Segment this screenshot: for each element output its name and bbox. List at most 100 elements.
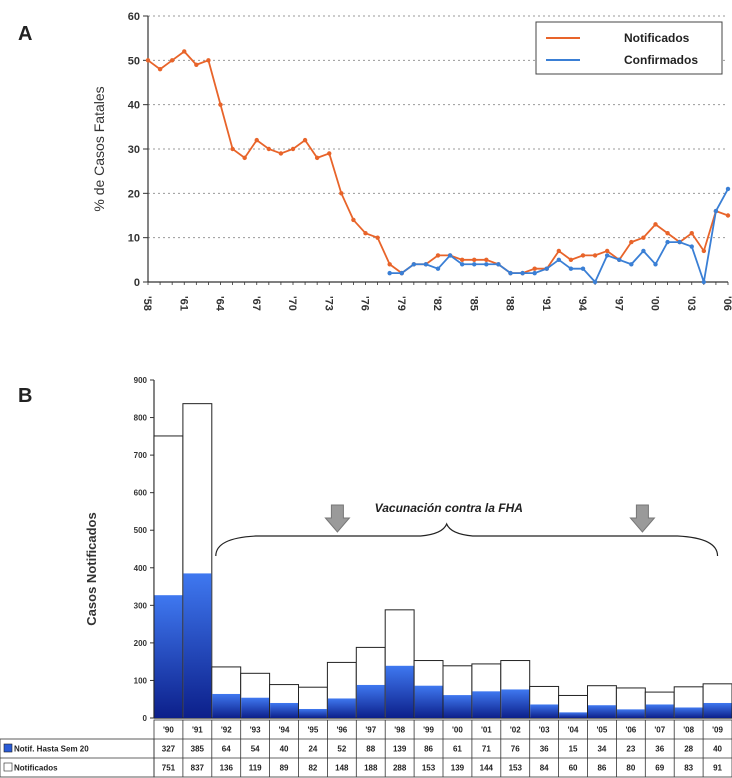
data-point (290, 146, 296, 152)
data-point (484, 262, 489, 267)
vaccination-arrow (629, 504, 656, 533)
legend-label: Notificados (624, 31, 690, 45)
data-point (459, 257, 465, 263)
bar-hasta-sem20 (559, 712, 587, 718)
panel-a-letter: A (18, 23, 32, 45)
data-point (339, 191, 344, 196)
data-point (327, 151, 332, 156)
data-point (580, 253, 586, 258)
data-point (194, 62, 199, 67)
data-point (278, 151, 284, 156)
table-value-notificados: 91 (713, 764, 722, 773)
y-tick-label: 200 (134, 639, 148, 648)
y-tick-label: 300 (134, 601, 148, 610)
bar-hasta-sem20 (241, 697, 270, 718)
data-point (484, 257, 489, 263)
data-point (689, 231, 694, 236)
table-value-sem20: 15 (569, 745, 578, 754)
table-value-sem20: 86 (424, 745, 433, 754)
vaccination-arrow (324, 504, 351, 533)
table-value-notificados: 144 (480, 764, 494, 773)
chart-b: 0 100 200 300 400 500 600 700 800 900 Casos Notifi… (0, 376, 732, 778)
data-point (157, 67, 163, 72)
x-category-label: '99 (423, 726, 434, 735)
data-point (302, 137, 308, 143)
x-tick-label: '03 (685, 296, 697, 311)
data-point (472, 257, 477, 263)
x-category-label: '02 (510, 726, 521, 735)
data-point (604, 248, 610, 254)
y-tick-label: 10 (128, 233, 140, 245)
x-tick-label: '67 (250, 296, 262, 311)
data-point (592, 253, 598, 258)
y-tick-label: 600 (134, 489, 148, 498)
x-category-label: '98 (394, 726, 405, 735)
bar-hasta-sem20 (327, 698, 356, 718)
data-point (556, 257, 562, 263)
x-tick-label: '61 (177, 296, 189, 311)
data-point (363, 231, 368, 236)
table-value-sem20: 139 (393, 745, 407, 754)
bar-hasta-sem20 (414, 685, 443, 718)
data-point (399, 270, 404, 276)
bar-hasta-sem20 (588, 705, 616, 718)
y-axis-label: Casos Notificados (84, 512, 99, 625)
data-point (520, 270, 525, 276)
data-point (629, 239, 634, 245)
bar-hasta-sem20 (703, 702, 732, 718)
table-value-sem20: 76 (511, 745, 520, 754)
table-value-notificados: 82 (308, 764, 317, 773)
table-value-sem20: 88 (366, 745, 375, 754)
table-value-sem20: 61 (453, 745, 462, 754)
table-value-notificados: 188 (364, 764, 378, 773)
x-category-label: '90 (163, 726, 174, 735)
data-point (701, 279, 707, 285)
y-tick-label: 30 (128, 144, 140, 156)
table-value-notificados: 83 (684, 764, 693, 773)
data-point (641, 235, 646, 240)
data-point (689, 244, 694, 249)
table-value-sem20: 40 (280, 745, 289, 754)
legend-box (535, 21, 723, 75)
chart-a: 0 10 20 30 40 50 60 '58 '61 '64 '67 '70 '73 '76 '79 '82… (91, 11, 732, 312)
data-point (169, 58, 175, 63)
data-point (266, 146, 272, 152)
data-point (653, 222, 658, 227)
bar-hasta-sem20 (299, 708, 327, 718)
x-category-label: '04 (568, 726, 579, 735)
x-category-label: '95 (308, 726, 319, 735)
table-value-sem20: 327 (162, 745, 176, 754)
data-point (556, 248, 562, 254)
data-point (617, 257, 622, 263)
table-value-notificados: 119 (249, 764, 262, 773)
x-tick-label: '82 (431, 296, 443, 311)
x-category-label: '03 (539, 726, 550, 735)
x-tick-label: '94 (576, 296, 588, 312)
data-point (423, 262, 429, 267)
data-point (568, 257, 574, 263)
x-tick-label: '58 (141, 296, 153, 311)
table-value-sem20: 64 (222, 745, 231, 754)
data-point (218, 102, 223, 107)
data-point (604, 253, 610, 258)
x-tick-label: '85 (467, 296, 479, 311)
data-point (411, 262, 417, 267)
bar-hasta-sem20 (530, 704, 559, 718)
bar-hasta-sem20 (356, 684, 385, 718)
vaccination-annotation: Vacunación contra la FHA (375, 501, 523, 515)
data-point (230, 146, 235, 152)
data-point (435, 266, 441, 271)
x-category-label: '93 (250, 726, 261, 735)
data-point (145, 58, 151, 63)
data-point (725, 186, 731, 192)
data-point (472, 262, 477, 267)
legend-label: Confirmados (624, 53, 698, 67)
series-line-notificados (147, 50, 729, 275)
data-point (629, 262, 634, 267)
data-point (725, 213, 731, 218)
bar-hasta-sem20 (183, 573, 212, 718)
table-value-sem20: 385 (191, 745, 205, 754)
table-value-sem20: 71 (482, 745, 491, 754)
table-value-sem20: 52 (337, 745, 346, 754)
data-point (435, 253, 441, 258)
